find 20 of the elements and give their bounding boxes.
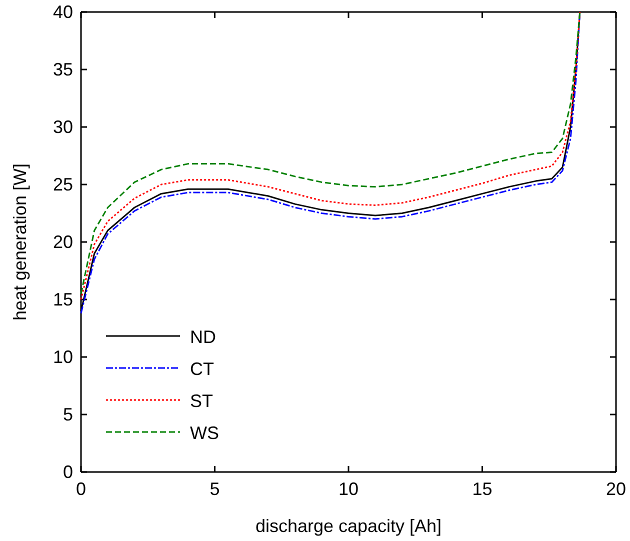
x-tick-label: 15	[472, 478, 492, 499]
x-tick-label: 10	[338, 478, 359, 499]
y-axis-title: heat generation [W]	[10, 163, 30, 321]
x-tick-label: 0	[76, 478, 86, 499]
y-tick-label: 30	[52, 116, 73, 137]
legend-label: WS	[190, 423, 219, 443]
x-axis-title: discharge capacity [Ah]	[255, 516, 442, 536]
y-tick-label: 20	[52, 232, 73, 252]
y-tick-label: 10	[52, 346, 73, 367]
legend-label: ND	[190, 327, 216, 347]
y-tick-label: 35	[52, 59, 73, 80]
y-tick-label: 5	[62, 404, 73, 424]
x-tick-label: 5	[210, 478, 220, 499]
y-tick-label: 25	[52, 174, 73, 194]
y-tick-label: 0	[62, 462, 73, 482]
legend-label: ST	[190, 391, 214, 411]
y-tick-label: 15	[52, 289, 73, 310]
y-tick-label: 40	[52, 2, 73, 22]
legend-label: CT	[190, 359, 214, 379]
x-tick-label: 20	[606, 478, 626, 499]
